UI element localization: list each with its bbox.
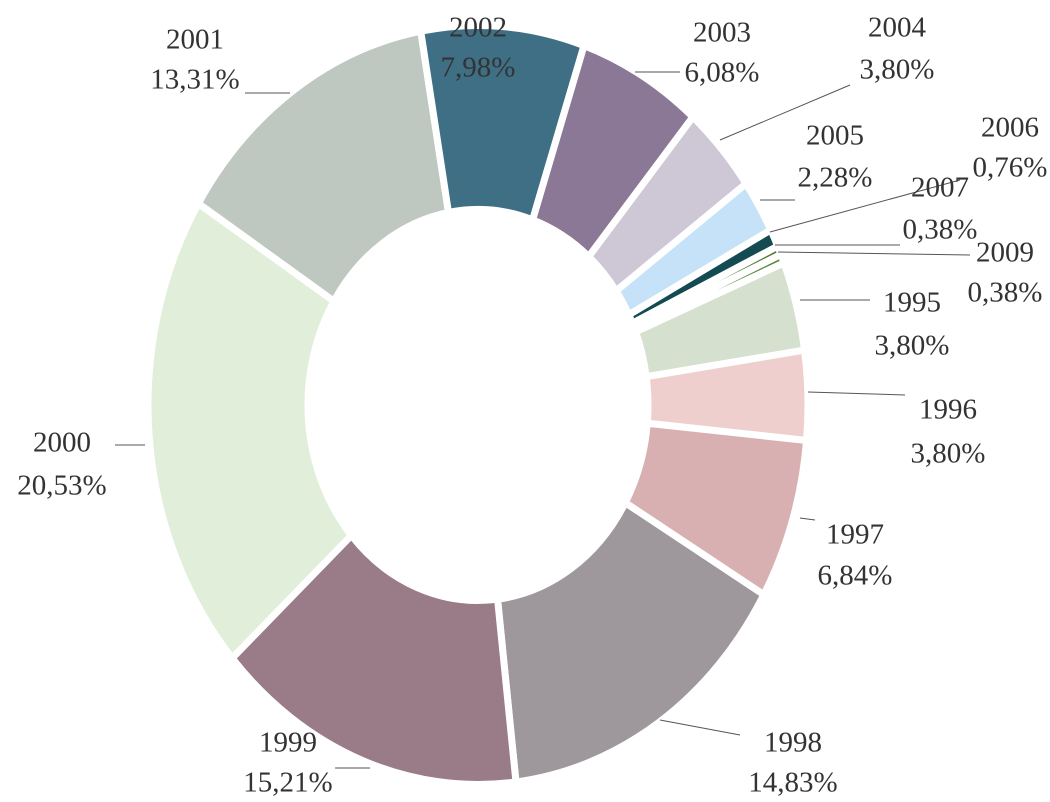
slice: [232, 535, 516, 784]
labels: 1995 3,80% 1996 3,80% 1997 6,84% 1998 14,83% 199…: [17, 12, 1047, 799]
slice-category: 1998: [764, 727, 822, 759]
slice-category: 2007: [911, 172, 969, 204]
slice-value-label: 0,38%: [968, 277, 1043, 309]
slice-category: 2001: [166, 24, 224, 56]
slice-value-label: 7,98%: [441, 52, 516, 84]
slice-value-label: 6,84%: [818, 560, 893, 592]
leader-line: [719, 84, 851, 141]
donut: [148, 26, 808, 785]
slice: [148, 203, 351, 658]
slice-category: 2000: [33, 427, 91, 459]
slice-value-label: 15,21%: [243, 767, 332, 799]
slice-category: 2005: [806, 120, 864, 152]
slice-category: 2009: [976, 237, 1034, 269]
slice-category: 1995: [883, 287, 941, 319]
slice-value-label: 0,76%: [973, 152, 1048, 184]
leader-line: [659, 719, 741, 736]
leader-line: [769, 179, 961, 233]
slice-category: 2006: [981, 112, 1039, 144]
slice-category: 1999: [259, 727, 317, 759]
slice-category: 2004: [868, 12, 927, 44]
slice-value-label: 13,31%: [150, 64, 239, 96]
slice-category: 1996: [919, 394, 977, 426]
leader-line: [807, 391, 906, 396]
slice: [198, 31, 448, 301]
slice-value-label: 3,80%: [875, 330, 950, 362]
slice-value-label: 14,83%: [748, 767, 837, 799]
slice: [498, 503, 764, 782]
slice-value-label: 2,28%: [798, 162, 873, 194]
slice-value-label: 6,08%: [685, 57, 760, 89]
slice: [634, 254, 784, 331]
slice-value-label: 0,38%: [903, 214, 978, 246]
slice-category: 1997: [826, 519, 884, 551]
leader-line: [777, 251, 971, 256]
leader-line: [799, 517, 816, 521]
slice-value-label: 3,80%: [911, 438, 986, 470]
slice-value-label: 20,53%: [17, 470, 106, 502]
slice-category: 2002: [449, 12, 507, 44]
slice-category: 2003: [693, 17, 751, 49]
slice-value-label: 3,80%: [860, 54, 935, 86]
